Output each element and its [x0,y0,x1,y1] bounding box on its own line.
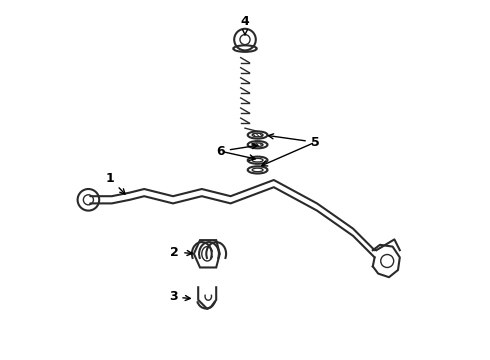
Text: 1: 1 [106,172,125,194]
Text: 6: 6 [216,144,257,158]
Text: 4: 4 [241,15,249,35]
Text: 3: 3 [169,291,190,303]
Text: 5: 5 [269,134,319,149]
Text: 2: 2 [171,246,192,258]
